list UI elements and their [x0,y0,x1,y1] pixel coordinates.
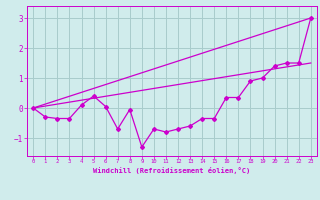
X-axis label: Windchill (Refroidissement éolien,°C): Windchill (Refroidissement éolien,°C) [93,167,251,174]
